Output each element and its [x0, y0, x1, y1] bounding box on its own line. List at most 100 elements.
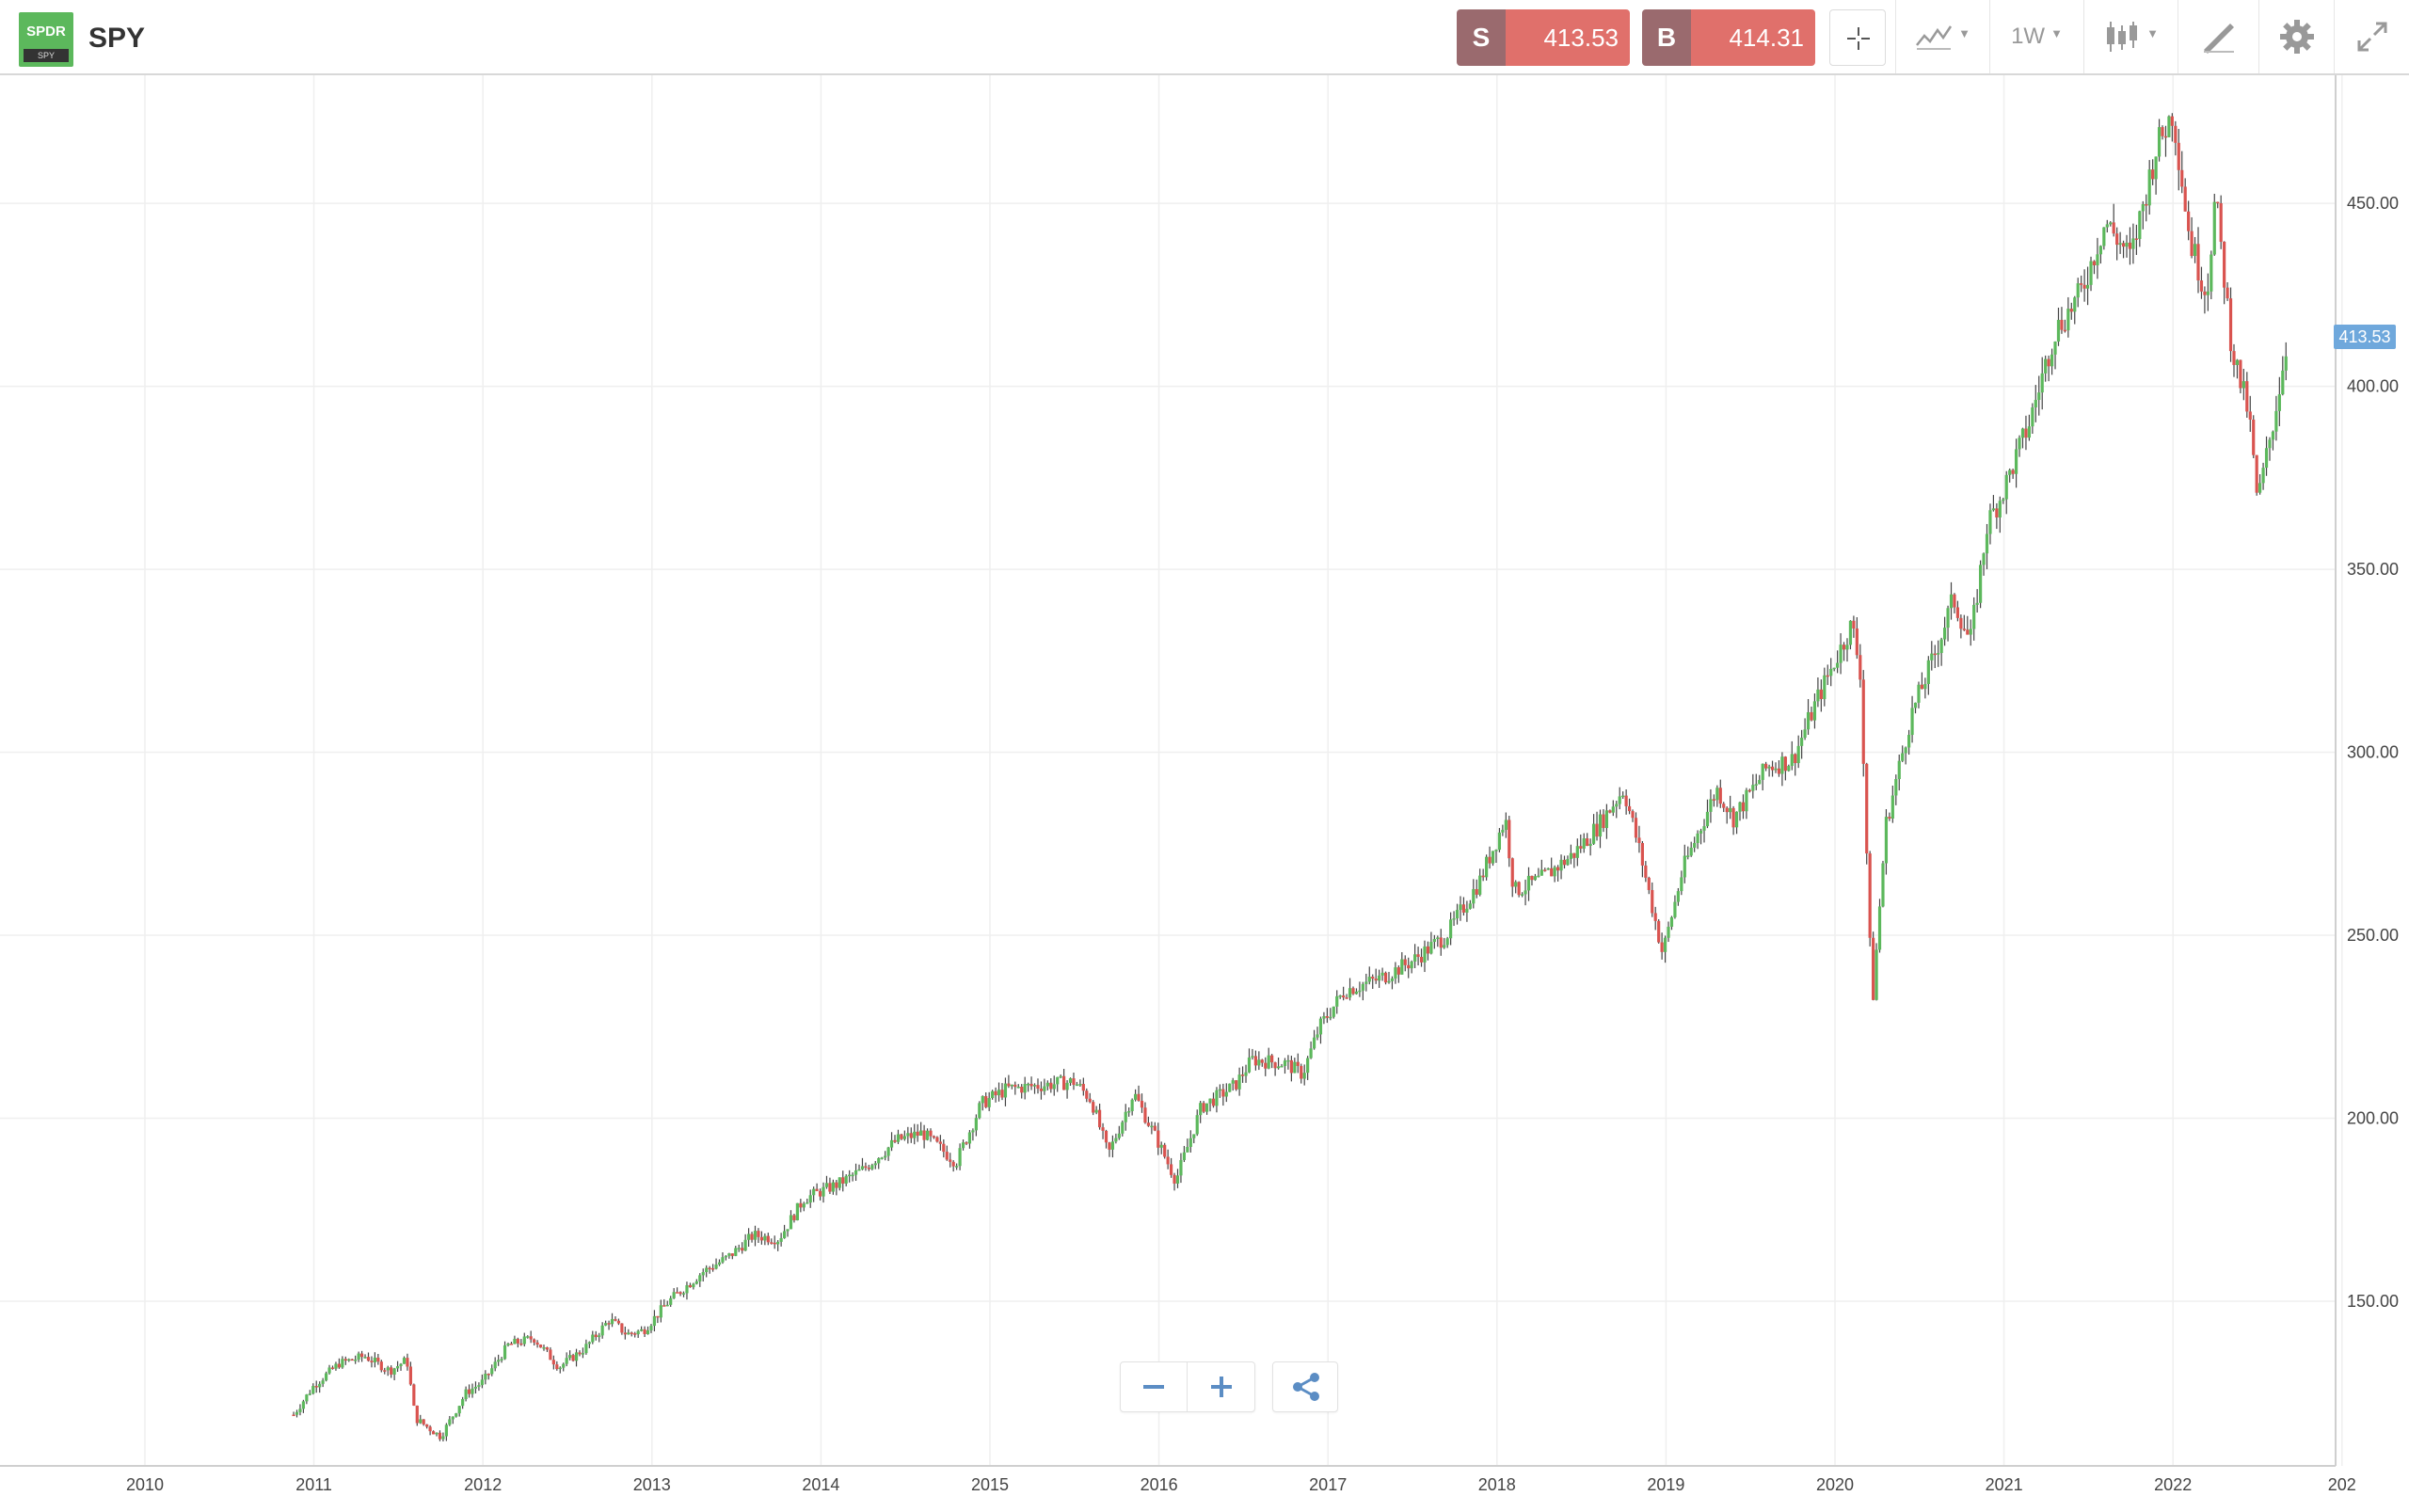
candle — [305, 1393, 309, 1405]
candle — [1816, 677, 1820, 708]
candle-body — [2190, 231, 2194, 257]
buy-button[interactable]: B 414.31 — [1642, 9, 1815, 66]
candle-body — [2115, 233, 2119, 246]
candle — [1117, 1125, 1121, 1140]
candle-body — [746, 1233, 751, 1240]
candle — [1501, 824, 1505, 836]
toolbar: SPDR SPY SPY S 413.53 B 414.31 ▼ 1W ▼ — [0, 0, 2409, 75]
candle-body — [844, 1175, 848, 1184]
candle — [1150, 1122, 1154, 1135]
crosshair-icon — [1847, 27, 1870, 50]
candle-body — [1705, 811, 1710, 827]
candle-body — [2223, 241, 2226, 288]
candle-body — [1683, 855, 1686, 878]
candle — [1683, 844, 1686, 883]
candle — [1826, 664, 1829, 686]
candle — [1722, 802, 1726, 813]
candle-body — [1595, 823, 1599, 837]
candle — [2118, 231, 2122, 254]
sell-price: 413.53 — [1506, 9, 1630, 66]
candle — [568, 1350, 572, 1361]
candle — [1351, 986, 1355, 995]
minus-icon — [1143, 1385, 1164, 1389]
candle — [359, 1350, 364, 1362]
candle — [1383, 971, 1388, 985]
candle-body — [1839, 645, 1843, 663]
fullscreen-button[interactable] — [2334, 0, 2409, 73]
candle-body — [1991, 508, 1996, 511]
candle — [1289, 1056, 1293, 1082]
candle — [701, 1268, 705, 1281]
chart-type-dropdown[interactable]: ▼ — [1895, 0, 1989, 73]
candle-body — [497, 1360, 501, 1362]
candle-body — [1933, 653, 1937, 656]
candle — [422, 1419, 425, 1426]
zoom-in-button[interactable] — [1189, 1362, 1254, 1411]
candle — [2183, 178, 2187, 212]
candle-body — [1407, 964, 1411, 969]
candle — [1946, 605, 1950, 642]
candle — [1767, 764, 1771, 777]
candle — [477, 1382, 481, 1392]
zoom-out-button[interactable] — [1121, 1362, 1188, 1411]
candle-style-dropdown[interactable]: ▼ — [2083, 0, 2178, 73]
timeframe-dropdown[interactable]: 1W ▼ — [1989, 0, 2083, 73]
candle — [1468, 899, 1472, 910]
candle — [1094, 1106, 1098, 1115]
candle — [2167, 115, 2171, 137]
candle-body — [1955, 607, 1960, 618]
candle — [1475, 879, 1478, 899]
candle — [1062, 1069, 1066, 1090]
candle — [1517, 881, 1521, 898]
candle — [1127, 1107, 1131, 1117]
candle-body — [938, 1141, 942, 1144]
candle-body — [1794, 754, 1797, 764]
candle-body — [2138, 211, 2142, 239]
candle — [1020, 1084, 1024, 1099]
candle-body — [1796, 745, 1800, 764]
candle — [741, 1242, 744, 1254]
buy-letter: B — [1642, 9, 1691, 66]
settings-button[interactable] — [2258, 0, 2334, 73]
sell-button[interactable]: S 413.53 — [1457, 9, 1630, 66]
candle-body — [984, 1096, 988, 1107]
candle — [471, 1383, 474, 1398]
candle — [2063, 319, 2066, 333]
candle-body — [795, 1202, 799, 1220]
candle-body — [734, 1248, 738, 1256]
candle-body — [526, 1336, 530, 1338]
candle — [938, 1135, 942, 1151]
candle — [308, 1390, 311, 1396]
candle — [473, 1381, 478, 1394]
candle-body — [792, 1215, 796, 1220]
candle-body — [2085, 284, 2090, 289]
candle-body — [594, 1334, 598, 1338]
candle-body — [408, 1366, 412, 1385]
candle — [610, 1313, 614, 1328]
price-chart[interactable]: 150.00 200.00 250.00 300.00 350.00 400.00 450.… — [0, 75, 2409, 1512]
candle — [1754, 773, 1758, 790]
candle-body — [1978, 565, 1983, 603]
candle — [1949, 581, 1954, 620]
zoom-controls — [1120, 1361, 1255, 1412]
candle — [1907, 729, 1911, 756]
candle — [987, 1091, 991, 1111]
candle-body — [1494, 850, 1498, 851]
candle — [942, 1138, 946, 1158]
candle — [1169, 1157, 1173, 1178]
candle-body — [806, 1202, 809, 1204]
crosshair-button[interactable] — [1829, 9, 1886, 66]
candle — [681, 1291, 686, 1297]
logo-brand-text: SPDR — [26, 24, 66, 40]
candle — [2008, 468, 2012, 483]
drawing-tools-button[interactable] — [2178, 0, 2258, 73]
candle — [1426, 941, 1430, 961]
candle — [984, 1092, 988, 1108]
candle-body — [949, 1159, 952, 1162]
candle — [2024, 415, 2028, 451]
candle — [1913, 702, 1918, 714]
share-button[interactable] — [1273, 1362, 1339, 1411]
candle-body — [873, 1163, 877, 1166]
candle — [1917, 681, 1921, 708]
candle-body — [896, 1134, 901, 1142]
